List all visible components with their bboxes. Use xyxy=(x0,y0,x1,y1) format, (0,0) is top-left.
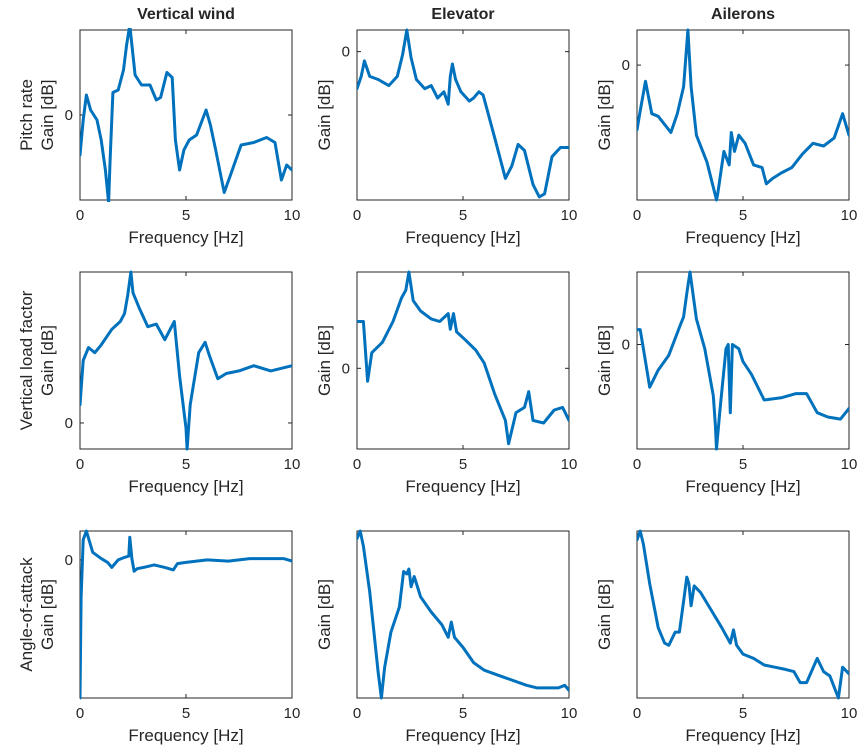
x-axis-label: Frequency [Hz] xyxy=(685,477,800,496)
gain-curve xyxy=(637,28,849,202)
x-axis-label: Frequency [Hz] xyxy=(405,726,520,745)
subplot-2-2: 0 5 10 0 Frequency [Hz] Gain [dB] xyxy=(315,270,578,496)
x-axis-label: Frequency [Hz] xyxy=(405,228,520,247)
gain-curve xyxy=(357,529,569,700)
x-tick-label: 10 xyxy=(841,207,858,224)
x-axis-label: Frequency [Hz] xyxy=(128,726,243,745)
x-tick-label: 0 xyxy=(76,705,84,722)
gain-curve xyxy=(637,529,849,700)
subplot-1-1: 0 5 10 0 Vertical wind Frequency [Hz] Pitch ra… xyxy=(17,6,300,247)
y-axis-label: Gain [dB] xyxy=(38,579,57,650)
x-tick-label: 10 xyxy=(841,705,858,722)
x-tick-label: 10 xyxy=(284,207,301,224)
y-axis-label: Gain [dB] xyxy=(595,325,614,396)
x-tick-label: 5 xyxy=(459,456,467,473)
subplot-1-3: 0 5 10 0 Ailerons Frequency [Hz] Gain [dB] xyxy=(595,6,857,247)
x-tick-label: 10 xyxy=(561,705,578,722)
subplot-title: Ailerons xyxy=(711,6,775,23)
y-axis-label: Gain [dB] xyxy=(38,325,57,396)
axes-box xyxy=(356,29,570,201)
y-axis-label: Angle-of-attack xyxy=(17,557,36,672)
x-tick-label: 10 xyxy=(561,207,578,224)
gain-curve xyxy=(80,28,292,202)
x-tick-label: 10 xyxy=(284,456,301,473)
x-tick-label: 0 xyxy=(353,705,361,722)
subplot-3-1: 0 5 10 0 Frequency [Hz] Angle-of-attack Gain [… xyxy=(17,529,301,745)
gain-curve xyxy=(80,529,292,700)
subplot-2-3: 0 5 10 0 Frequency [Hz] Gain [dB] xyxy=(595,270,858,496)
x-tick-label: 0 xyxy=(633,456,641,473)
y-tick-label: 0 xyxy=(65,107,73,124)
x-tick-label: 0 xyxy=(76,456,84,473)
x-tick-label: 0 xyxy=(76,207,84,224)
x-tick-label: 10 xyxy=(284,705,301,722)
y-axis-label: Gain [dB] xyxy=(595,579,614,650)
x-tick-label: 10 xyxy=(561,456,578,473)
axes-box xyxy=(636,29,850,201)
y-tick-label: 0 xyxy=(65,415,73,432)
x-tick-label: 0 xyxy=(353,456,361,473)
x-axis-label: Frequency [Hz] xyxy=(128,228,243,247)
axes-box xyxy=(636,530,850,699)
gain-curve xyxy=(357,28,569,199)
y-axis-label: Gain [dB] xyxy=(315,579,334,650)
x-tick-label: 5 xyxy=(459,705,467,722)
x-axis-label: Frequency [Hz] xyxy=(128,477,243,496)
x-axis-label: Frequency [Hz] xyxy=(685,228,800,247)
axes-box xyxy=(79,29,293,201)
y-axis-label: Gain [dB] xyxy=(315,80,334,151)
y-axis-label: Gain [dB] xyxy=(38,80,57,151)
x-tick-label: 10 xyxy=(841,456,858,473)
gain-curve xyxy=(637,270,849,451)
subplot-3-3: 0 5 10 Frequency [Hz] Gain [dB] xyxy=(595,529,858,745)
x-tick-label: 5 xyxy=(182,456,190,473)
x-tick-label: 5 xyxy=(739,456,747,473)
subplot-3-2: 0 5 10 Frequency [Hz] Gain [dB] xyxy=(315,529,578,745)
y-tick-label: 0 xyxy=(65,552,73,569)
y-axis-label: Pitch rate xyxy=(17,79,36,151)
y-tick-label: 0 xyxy=(622,57,630,74)
x-axis-label: Frequency [Hz] xyxy=(685,726,800,745)
y-axis-label: Vertical load factor xyxy=(17,290,36,430)
y-tick-label: 0 xyxy=(622,337,630,354)
x-tick-label: 0 xyxy=(353,207,361,224)
gain-curve xyxy=(80,270,292,451)
gain-curve xyxy=(357,270,569,446)
subplot-title: Vertical wind xyxy=(137,6,235,23)
subplot-title: Elevator xyxy=(431,6,494,23)
x-axis-label: Frequency [Hz] xyxy=(405,477,520,496)
y-tick-label: 0 xyxy=(342,44,350,61)
y-axis-label: Gain [dB] xyxy=(315,325,334,396)
y-axis-label: Gain [dB] xyxy=(595,80,614,151)
x-tick-label: 5 xyxy=(182,207,190,224)
x-tick-label: 5 xyxy=(182,705,190,722)
x-tick-label: 0 xyxy=(633,207,641,224)
x-tick-label: 5 xyxy=(459,207,467,224)
axes-box xyxy=(79,530,293,699)
subplot-1-2: 0 5 10 0 Elevator Frequency [Hz] Gain [dB] xyxy=(315,6,577,247)
y-tick-label: 0 xyxy=(342,360,350,377)
x-tick-label: 5 xyxy=(739,705,747,722)
x-tick-label: 0 xyxy=(633,705,641,722)
subplot-2-1: 0 5 10 0 Frequency [Hz] Vertical load factor G… xyxy=(17,270,301,496)
x-tick-label: 5 xyxy=(739,207,747,224)
axes-box xyxy=(356,530,570,699)
